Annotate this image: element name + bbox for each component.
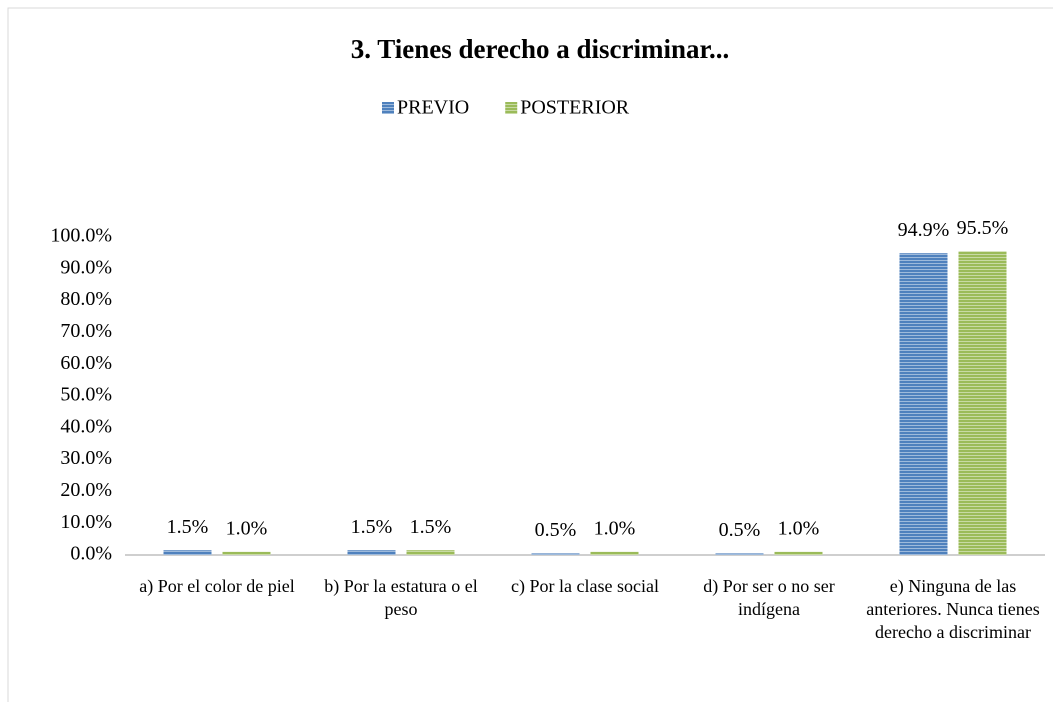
value-label: 94.9%	[898, 219, 950, 241]
value-label: 1.5%	[167, 516, 209, 538]
value-label: 1.0%	[594, 517, 636, 539]
value-label: 1.5%	[410, 516, 452, 538]
y-tick-label: 40.0%	[60, 415, 112, 437]
y-tick-label: 20.0%	[60, 479, 112, 501]
bar	[222, 551, 271, 555]
x-tick-label: e) Ninguna de las anteriores. Nunca tien…	[866, 576, 1040, 642]
legend-label: POSTERIOR	[520, 97, 630, 119]
value-label: 1.0%	[226, 517, 268, 539]
bar	[715, 553, 764, 555]
x-tick-label: b) Por la estatura o el peso	[324, 576, 478, 619]
y-tick-label: 50.0%	[60, 384, 112, 406]
bar	[590, 551, 639, 555]
value-label: 0.5%	[535, 519, 577, 541]
bar	[531, 553, 580, 555]
value-label: 0.5%	[719, 519, 761, 541]
x-tick-label: a) Por el color de piel	[139, 576, 295, 596]
y-tick-label: 30.0%	[60, 447, 112, 469]
value-label: 1.5%	[351, 516, 393, 538]
y-tick-label: 10.0%	[60, 511, 112, 533]
legend-label: PREVIO	[397, 97, 469, 119]
y-tick-label: 90.0%	[60, 256, 112, 278]
bar	[406, 550, 455, 555]
x-tick-label: c) Por la clase social	[511, 576, 659, 596]
legend-swatch	[505, 102, 518, 114]
chart-border	[7, 7, 1053, 702]
y-tick-label: 60.0%	[60, 352, 112, 374]
x-tick-label: d) Por ser o no ser indígena	[703, 576, 835, 619]
y-tick-label: 70.0%	[60, 320, 112, 342]
y-tick-label: 80.0%	[60, 288, 112, 310]
chart-title: 3. Tienes derecho a discriminar...	[351, 34, 730, 64]
bar	[774, 551, 823, 555]
y-tick-label: 100.0%	[50, 225, 112, 247]
legend-swatch	[382, 102, 394, 114]
bar	[163, 550, 212, 555]
bar	[958, 251, 1007, 555]
y-tick-label: 0.0%	[70, 543, 112, 565]
bar	[899, 253, 948, 555]
value-label: 1.0%	[778, 517, 820, 539]
bar	[347, 550, 396, 555]
value-label: 95.5%	[957, 217, 1009, 239]
